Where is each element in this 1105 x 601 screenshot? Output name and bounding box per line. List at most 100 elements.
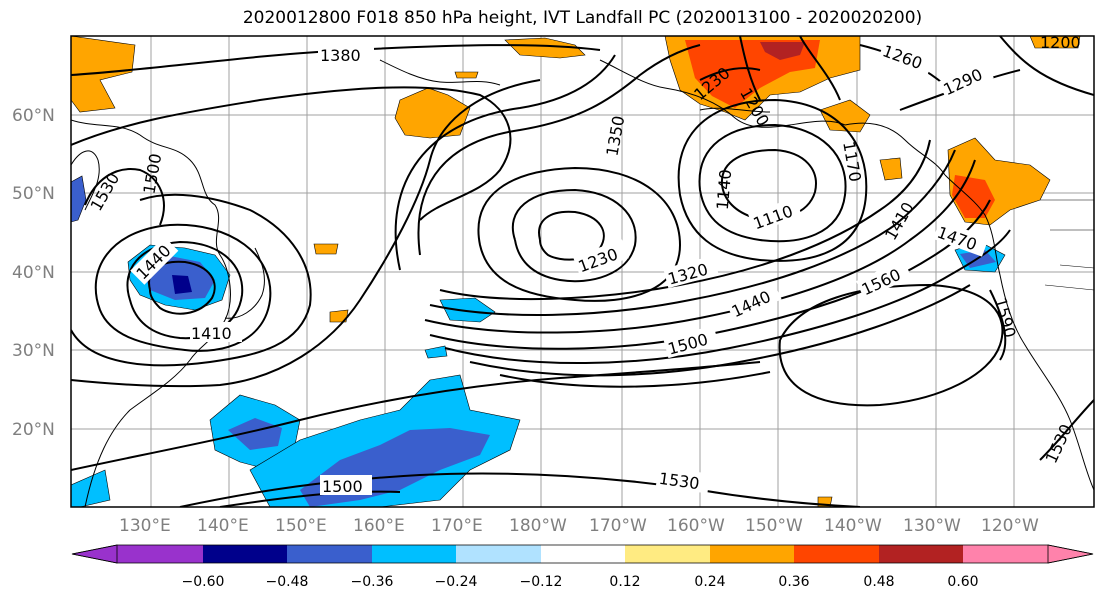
map-frame <box>70 35 1095 508</box>
shade-small-pos-3 <box>454 71 479 79</box>
contour-1350 <box>394 54 616 271</box>
contour-band-6 <box>469 284 971 377</box>
contour-label: 1500 <box>322 477 363 496</box>
contour-japan-1500 <box>71 193 312 367</box>
colorbar-segment <box>963 545 1048 563</box>
contour-japan-low-1410 <box>94 223 272 352</box>
colorbar-segment <box>541 545 625 563</box>
colorbar-labels: −0.60 −0.48 −0.36 −0.24 −0.12 0.12 0.24 … <box>182 574 979 590</box>
coast-aleutians <box>699 107 771 113</box>
colorbar-segment <box>710 545 794 563</box>
contour-ak-1230 <box>699 67 761 81</box>
colorbar-segment <box>879 545 963 563</box>
colorbar-segment <box>372 545 456 563</box>
contour-band-5 <box>444 229 1011 364</box>
shade-bering-positive <box>394 87 471 139</box>
colorbar-segment <box>203 545 287 563</box>
contour-band-7 <box>499 371 771 388</box>
colorbar-segment <box>117 545 203 563</box>
contour-japan-low-inner <box>148 260 216 315</box>
contour-1530-west <box>71 79 541 388</box>
page-title: 2020012800 F018 850 hPa height, IVT Land… <box>242 8 923 28</box>
contour-1560-high-east <box>778 283 1004 407</box>
colorbar-segment <box>287 545 372 563</box>
contour-ak-1200 <box>739 36 761 101</box>
lat-label: 20°N <box>12 420 55 440</box>
shade-small-neg-1 <box>424 345 448 359</box>
contour-1560-south <box>71 361 761 471</box>
colorbar-label: 0.24 <box>694 574 725 590</box>
lon-label: 140°W <box>824 516 882 536</box>
lon-label: 150°E <box>275 516 327 536</box>
lon-labels: 130°E 140°E 150°E 160°E 170°E 180°W 170°… <box>119 516 1039 536</box>
colorbar-label: −0.48 <box>266 574 309 590</box>
colorbar-arrow-left <box>71 544 118 564</box>
contour-1320 <box>417 44 701 256</box>
lon-label: 180°W <box>509 516 567 536</box>
colorbar-arrow-right <box>1047 544 1094 564</box>
contour-ne-1 <box>999 36 1094 96</box>
contour-1530-east <box>1039 399 1094 461</box>
contour-band-2 <box>429 149 956 316</box>
colorbar-segment <box>794 545 879 563</box>
lon-label: 160°E <box>353 516 405 536</box>
colorbar-outline <box>71 544 1094 564</box>
contour-low-1170 <box>677 98 868 262</box>
contour-label: 1200 <box>1040 33 1081 52</box>
colorbar-label: −0.24 <box>435 574 478 590</box>
coast-kamchatka <box>71 150 100 211</box>
contour-ak-inner-1 <box>799 36 841 101</box>
coast-alaska-gulf <box>844 122 946 176</box>
lon-label: 160°W <box>667 516 725 536</box>
shade-tropic-strong-1 <box>228 418 282 450</box>
colorbar <box>71 544 1094 564</box>
colorbar-label: −0.60 <box>182 574 225 590</box>
contour-mid-1290 <box>477 166 682 302</box>
border-lines <box>1040 199 1094 291</box>
lat-label: 30°N <box>12 341 55 361</box>
contour-mid-1260 <box>511 188 637 283</box>
lon-label: 170°W <box>589 516 647 536</box>
colorbar-label: 0.12 <box>609 574 640 590</box>
contour-band-1 <box>439 139 931 301</box>
shade-small-pos-2 <box>329 309 349 323</box>
coast-north-america <box>944 174 1094 491</box>
contour-label: 1410 <box>191 324 232 343</box>
contour-low-1140 <box>698 123 847 243</box>
colorbar-label: 0.60 <box>947 574 978 590</box>
lon-label: 170°E <box>431 516 483 536</box>
lon-label: 130°E <box>119 516 171 536</box>
contour-low-1110 <box>720 148 817 220</box>
lat-label: 40°N <box>12 263 55 283</box>
contour-1590 <box>989 289 1007 361</box>
lat-labels: 60°N 50°N 40°N 30°N 20°N <box>12 106 55 440</box>
shade-ak-east-positive <box>879 157 903 181</box>
colorbar-label: 0.48 <box>863 574 894 590</box>
ivt-positive-shading <box>71 36 1081 507</box>
lon-label: 140°E <box>197 516 249 536</box>
coast-alaska-west <box>599 59 846 128</box>
colorbar-segment <box>456 545 541 563</box>
colorbar-label: −0.12 <box>520 574 563 590</box>
coastlines <box>71 59 1094 507</box>
shade-kamchatka-negative <box>71 175 87 223</box>
lon-label: 150°W <box>745 516 803 536</box>
lon-label: 120°W <box>981 516 1039 536</box>
lat-label: 50°N <box>12 184 55 204</box>
shade-hawaii-negative <box>439 297 496 323</box>
shade-aleutian-positive <box>504 37 586 59</box>
contour-japan-low-1440 <box>126 240 244 340</box>
contour-label: 1140 <box>713 169 735 211</box>
contour-kamchatka-low <box>84 168 165 226</box>
shade-small-neg-2 <box>71 469 111 507</box>
coast-asia <box>71 119 231 507</box>
colorbar-label: 0.36 <box>778 574 809 590</box>
shade-nw-positive <box>71 36 136 113</box>
colorbar-segment <box>625 545 710 563</box>
lat-label: 60°N <box>12 106 55 126</box>
colorbar-label: −0.36 <box>351 574 394 590</box>
shade-small-pos-1 <box>313 243 339 255</box>
shade-alaska-core <box>760 42 805 60</box>
contour-nw-1 <box>71 86 512 221</box>
